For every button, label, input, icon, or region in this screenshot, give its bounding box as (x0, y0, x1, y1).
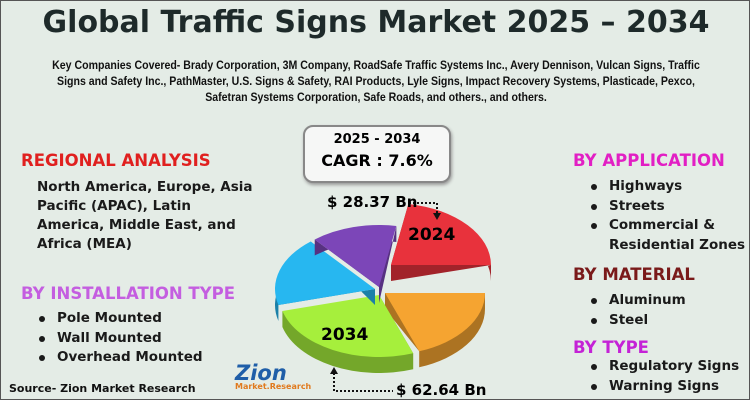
list-item: Regulatory Signs (589, 357, 739, 377)
label-2034: 2034 (321, 325, 369, 345)
value-2024: $ 28.37 Bn (327, 193, 418, 211)
slice-orange (385, 293, 485, 352)
material-list: Aluminum Steel (589, 291, 686, 330)
application-list: Highways Streets Commercial & Residentia… (589, 177, 749, 255)
value-2034: $ 62.64 Bn (396, 381, 487, 399)
installation-list: Pole Mounted Wall Mounted Overhead Mount… (37, 309, 203, 368)
type-list: Regulatory Signs Warning Signs (589, 357, 739, 396)
application-heading: BY APPLICATION (573, 151, 725, 170)
list-item: Warning Signs (589, 377, 739, 397)
zion-logo: Zion Market.Research (235, 361, 312, 394)
regional-heading: REGIONAL ANALYSIS (21, 151, 211, 170)
pointer-2024 (409, 202, 438, 215)
slice-green (282, 295, 414, 358)
list-item: Wall Mounted (37, 329, 203, 349)
slice-blue (275, 241, 375, 306)
pointer-2034 (333, 373, 393, 392)
list-item: Highways (589, 177, 749, 197)
installation-heading: BY INSTALLATION TYPE (21, 284, 236, 303)
arrow-2024-icon (433, 213, 441, 220)
cagr-period: 2025 - 2034 (333, 132, 421, 147)
arrow-2034-icon (330, 367, 338, 374)
list-item: Pole Mounted (37, 309, 203, 329)
slice-red (391, 203, 491, 265)
logo-name: Zion (235, 361, 287, 385)
cagr-box: 2025 - 2034 CAGR : 7.6% (303, 125, 451, 183)
list-item: Aluminum (589, 291, 686, 311)
slice-purple (314, 224, 397, 287)
cagr-value: CAGR : 7.6% (321, 151, 433, 170)
regional-text: North America, Europe, Asia Pacific (APA… (37, 179, 253, 252)
label-2024: 2024 (408, 225, 456, 245)
source-text: Source- Zion Market Research (9, 382, 196, 395)
key-companies: Key Companies Covered- Brady Corporation… (52, 60, 700, 104)
list-item: Streets (589, 197, 749, 217)
type-heading: BY TYPE (573, 338, 649, 357)
material-heading: BY MATERIAL (573, 265, 695, 284)
logo-sub: Market.Research (235, 382, 312, 391)
list-item: Commercial & Residential Zones (589, 216, 749, 255)
list-item: Steel (589, 311, 686, 331)
page-title: Global Traffic Signs Market 2025 – 2034 (42, 5, 710, 40)
list-item: Overhead Mounted (37, 348, 203, 368)
